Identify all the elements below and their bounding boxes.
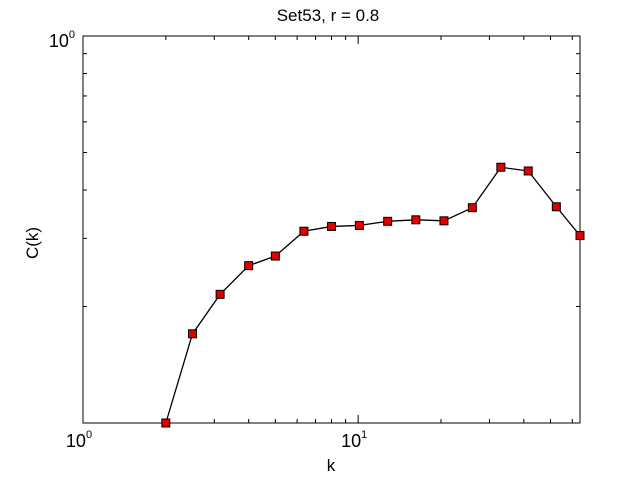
data-point — [299, 226, 309, 236]
data-point — [551, 202, 561, 212]
data-point — [496, 162, 506, 172]
series-line — [165, 166, 581, 424]
x-axis-label: k — [327, 456, 336, 475]
data-point — [244, 261, 254, 271]
data-point — [215, 289, 225, 299]
data-point — [270, 251, 280, 261]
data-point — [467, 203, 477, 213]
y-axis-label: C(k) — [23, 227, 42, 259]
data-point — [161, 418, 171, 428]
data-point — [523, 166, 533, 176]
x-tick-label: 100 — [66, 429, 92, 451]
data-point — [327, 221, 336, 231]
data-point — [411, 215, 421, 225]
data-series — [161, 162, 585, 428]
data-point — [439, 216, 449, 226]
y-tick-label: 100 — [49, 29, 75, 51]
chart-title: Set53, r = 0.8 — [277, 6, 380, 25]
data-point — [575, 231, 585, 241]
data-point — [383, 216, 393, 226]
x-tick-label: 101 — [341, 429, 367, 451]
axis-ticks: 100 101 100 — [49, 29, 580, 451]
data-point — [187, 329, 197, 339]
data-point — [354, 220, 364, 230]
